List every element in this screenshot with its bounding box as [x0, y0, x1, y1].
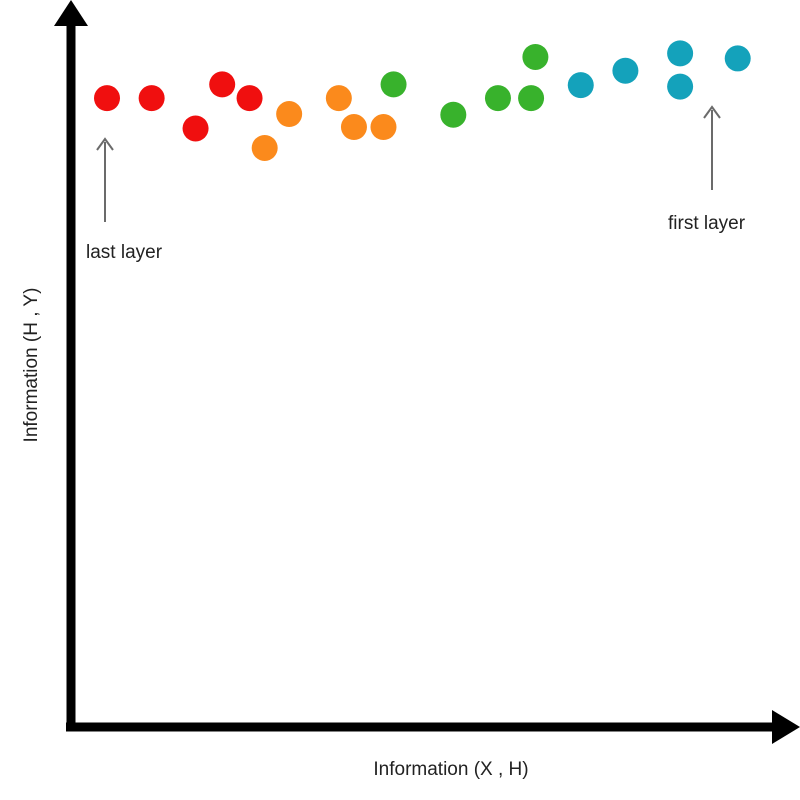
annotation-arrow-last-layer [96, 137, 114, 222]
data-point-green-3 [484, 85, 511, 112]
annotation-last-layer: last layer [86, 242, 163, 263]
data-point-green-2 [440, 101, 467, 128]
data-point-red-2 [138, 85, 165, 112]
data-point-orange-4 [340, 114, 367, 141]
data-point-green-4 [518, 85, 545, 112]
y-axis [54, 0, 88, 730]
data-point-orange-5 [370, 114, 397, 141]
data-point-red-4 [209, 71, 236, 98]
data-point-red-5 [236, 85, 263, 112]
data-point-orange-2 [276, 101, 303, 128]
data-point-teal-5 [724, 45, 751, 72]
data-point-teal-4 [667, 40, 694, 67]
data-point-green-1 [380, 71, 407, 98]
x-axis [66, 710, 800, 744]
data-point-orange-3 [325, 85, 352, 112]
data-point-teal-2 [612, 57, 639, 84]
y-axis-label: Information (H , Y) [21, 288, 42, 443]
data-point-green-5 [522, 43, 549, 70]
data-point-orange-1 [251, 134, 278, 161]
points-layer [94, 40, 751, 161]
annotation-arrow-first-layer [703, 105, 721, 190]
annotation-first-layer: first layer [668, 213, 746, 234]
data-point-teal-3 [667, 73, 694, 100]
data-point-red-3 [182, 115, 209, 142]
data-point-teal-1 [567, 72, 594, 99]
data-point-red-1 [94, 85, 120, 112]
x-axis-label: Information (X , H) [373, 759, 528, 780]
